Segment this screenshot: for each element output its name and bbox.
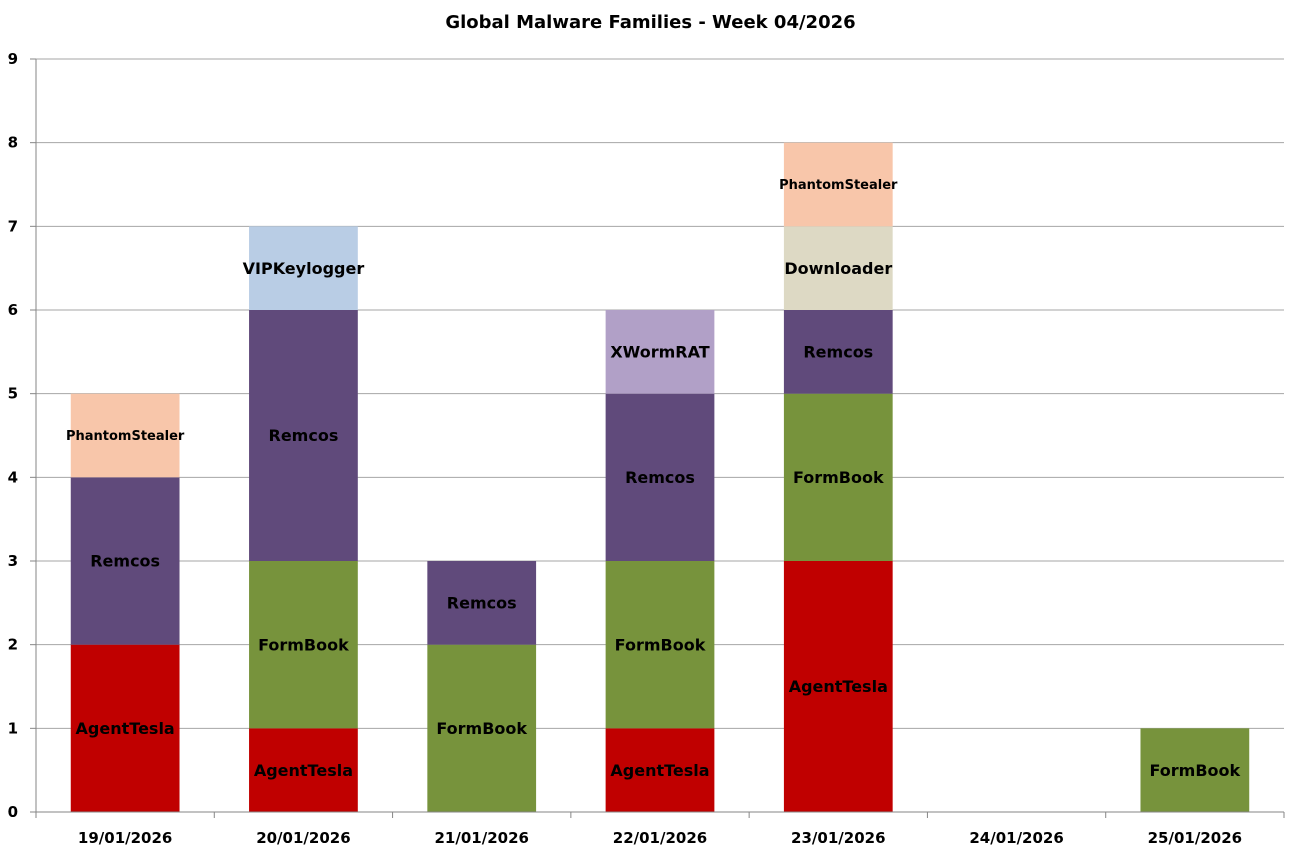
data-label: AgentTesla bbox=[254, 761, 353, 780]
bar-segment-agenttesla bbox=[783, 561, 893, 812]
bar-segment-remcos bbox=[783, 310, 893, 394]
y-tick-label: 6 bbox=[8, 301, 18, 319]
y-tick-label: 0 bbox=[8, 803, 18, 821]
x-tick-label: 24/01/2026 bbox=[969, 829, 1063, 847]
x-tick-label: 25/01/2026 bbox=[1148, 829, 1242, 847]
data-label: Remcos bbox=[803, 342, 873, 361]
data-label: Remcos bbox=[447, 593, 517, 612]
data-label: FormBook bbox=[1150, 761, 1241, 780]
chart-title: Global Malware Families - Week 04/2026 bbox=[445, 12, 856, 33]
x-tick-label: 23/01/2026 bbox=[791, 829, 885, 847]
bar-segment-phantomstealer bbox=[783, 142, 893, 227]
bar-segment-remcos bbox=[70, 477, 180, 645]
bar-segment-remcos bbox=[427, 561, 537, 645]
data-label: FormBook bbox=[258, 635, 349, 654]
data-label: FormBook bbox=[793, 468, 884, 487]
bar-segment-formbook bbox=[249, 561, 358, 729]
data-label: XWormRAT bbox=[610, 342, 709, 361]
x-tick-label: 22/01/2026 bbox=[613, 829, 707, 847]
bar-segment-agenttesla bbox=[249, 728, 358, 812]
bar-segment-xwormrat bbox=[605, 310, 715, 394]
bar-segment-formbook bbox=[783, 393, 893, 561]
data-label: PhantomStealer bbox=[66, 429, 185, 444]
data-label: AgentTesla bbox=[610, 761, 709, 780]
data-label: Remcos bbox=[269, 426, 339, 445]
x-tick-label: 20/01/2026 bbox=[256, 829, 350, 847]
data-label: Downloader bbox=[784, 259, 892, 278]
labels: 0 1 2 3 4 5 6 7 8 9 AgentTesla Remcos PhantomStealer… bbox=[8, 50, 1243, 847]
bar-segment-formbook bbox=[1140, 728, 1250, 812]
bar-segment-remcos bbox=[605, 393, 715, 561]
y-tick-label: 8 bbox=[8, 134, 18, 152]
data-label: Remcos bbox=[625, 468, 695, 487]
x-tick-label: 21/01/2026 bbox=[434, 829, 528, 847]
bar-segment-formbook bbox=[605, 561, 715, 729]
data-label: AgentTesla bbox=[789, 677, 888, 696]
bar-segment-remcos bbox=[249, 310, 358, 561]
axes bbox=[30, 58, 1285, 818]
data-label: FormBook bbox=[615, 635, 706, 654]
data-label: AgentTesla bbox=[76, 719, 175, 738]
y-tick-label: 5 bbox=[8, 385, 18, 403]
y-tick-label: 2 bbox=[8, 636, 18, 654]
data-label: PhantomStealer bbox=[779, 178, 898, 193]
bar-segment-formbook bbox=[427, 644, 537, 812]
bar-segment-vipkeylogger bbox=[249, 226, 358, 310]
data-label: Remcos bbox=[90, 552, 160, 571]
y-tick-label: 3 bbox=[8, 552, 18, 570]
y-tick-label: 1 bbox=[8, 719, 18, 737]
y-tick-label: 9 bbox=[8, 50, 18, 68]
x-tick-label: 19/01/2026 bbox=[78, 829, 172, 847]
y-tick-label: 7 bbox=[8, 217, 18, 235]
data-label: VIPKeylogger bbox=[243, 259, 365, 278]
bars bbox=[70, 142, 1250, 812]
y-tick-label: 4 bbox=[8, 468, 18, 486]
bar-segment-agenttesla bbox=[70, 644, 180, 812]
bar-segment-downloader bbox=[783, 226, 893, 310]
bar-segment-agenttesla bbox=[605, 728, 715, 812]
data-label: FormBook bbox=[436, 719, 527, 738]
bar-segment-phantomstealer bbox=[70, 393, 180, 478]
